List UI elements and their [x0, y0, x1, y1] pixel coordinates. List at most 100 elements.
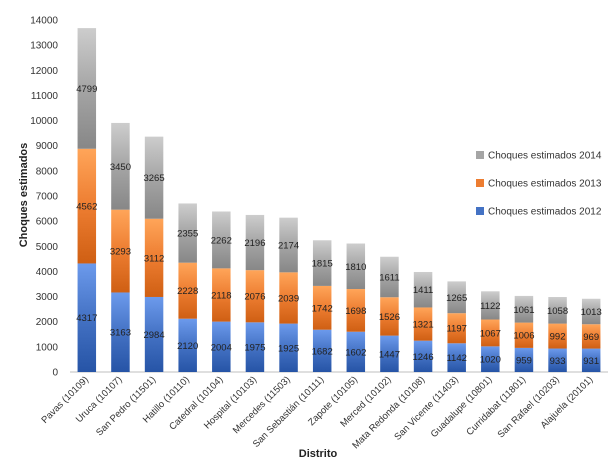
x-tick-label: Guadalupe (10801) [429, 374, 495, 440]
bar-segment [548, 348, 567, 372]
y-tick-label: 0 [52, 368, 58, 379]
bar-segment [514, 322, 534, 348]
bar-segment [447, 281, 466, 314]
y-axis-title: Choques estimados [18, 143, 30, 248]
data-label: 2174 [278, 241, 299, 252]
bar-segment [514, 295, 534, 323]
bar-segment [481, 346, 500, 372]
legend-label: Choques estimados 2013 [488, 179, 602, 190]
legend-swatch [476, 151, 484, 159]
data-label: 969 [583, 332, 599, 343]
legend-label: Choques estimados 2012 [488, 207, 602, 218]
data-label: 4317 [76, 313, 97, 324]
data-label: 3450 [110, 162, 131, 173]
data-label: 1682 [312, 346, 333, 357]
data-label: 2076 [244, 292, 265, 303]
data-label: 2039 [278, 293, 299, 304]
data-label: 1742 [312, 303, 333, 314]
y-tick-label: 14000 [30, 16, 58, 27]
bar-segment [312, 285, 332, 330]
y-tick-label: 5000 [36, 242, 59, 253]
data-label: 1602 [345, 347, 366, 358]
y-tick-label: 10000 [30, 116, 58, 127]
y-tick-label: 7000 [36, 192, 59, 203]
data-label: 959 [516, 355, 532, 366]
y-tick-label: 6000 [36, 217, 59, 228]
bar-segment [581, 298, 601, 325]
x-tick-label: San Pedro (11501) [94, 374, 158, 438]
bar-segment [245, 270, 265, 323]
y-tick-label: 3000 [36, 292, 59, 303]
y-tick-label: 1000 [36, 342, 59, 353]
data-label: 1975 [244, 343, 265, 354]
data-label: 1246 [412, 352, 433, 363]
bar-segment [346, 331, 366, 372]
data-label: 2118 [211, 290, 231, 301]
legend-swatch [476, 207, 484, 215]
data-label: 3265 [143, 173, 164, 184]
bar-segment [279, 217, 298, 273]
x-tick-label: Mercedes (11503) [231, 374, 293, 436]
data-label: 931 [583, 356, 599, 367]
bar-segment [548, 323, 567, 349]
data-label: 1447 [379, 349, 400, 360]
bar-segment [144, 218, 164, 297]
bar-segment [312, 240, 332, 286]
x-tick-label: San Rafael (10203) [496, 374, 562, 440]
x-axis-title: Distrito [299, 448, 338, 459]
legend-label: Choques estimados 2014 [488, 151, 602, 162]
bar-segment [380, 256, 399, 298]
y-tick-label: 2000 [36, 317, 59, 328]
bar-segment [481, 291, 500, 320]
data-label: 992 [550, 332, 566, 343]
bar-segment [447, 343, 466, 372]
data-label: 1020 [480, 355, 501, 366]
bar-segment [111, 122, 130, 210]
data-label: 4799 [76, 84, 97, 95]
bar-segment [413, 307, 433, 341]
bar-segment [245, 214, 265, 271]
bar-segment [111, 209, 130, 293]
data-label: 2120 [177, 341, 198, 352]
bar-segment [481, 319, 500, 347]
data-label: 4562 [76, 202, 97, 213]
y-tick-label: 13000 [30, 41, 58, 52]
data-label: 1006 [513, 331, 534, 342]
x-tick-label: San Vicente (11403) [392, 374, 460, 442]
data-label: 1142 [446, 353, 466, 364]
bar-segment [413, 271, 433, 308]
bar-segment [346, 289, 366, 332]
bar-segment [380, 297, 399, 336]
bar-segment [212, 321, 231, 372]
data-label: 1611 [379, 272, 399, 283]
data-label: 2228 [177, 286, 198, 297]
data-label: 3112 [144, 253, 164, 264]
data-label: 2262 [211, 235, 232, 246]
bar-segment [279, 272, 298, 324]
bar-segment [312, 329, 332, 372]
bar-segment [514, 347, 534, 372]
data-label: 2355 [177, 229, 198, 240]
data-label: 1058 [547, 306, 568, 317]
data-label: 1321 [412, 320, 433, 331]
bar-segment [413, 340, 433, 372]
legend-swatch [476, 179, 484, 187]
data-label: 1265 [446, 293, 467, 304]
data-label: 933 [550, 356, 566, 367]
data-label: 1698 [345, 306, 366, 317]
data-label: 1067 [480, 328, 501, 339]
bar-segment [111, 292, 130, 372]
bar-segment [212, 211, 231, 269]
bar-segment [77, 148, 97, 264]
data-label: 1925 [278, 343, 299, 354]
bar-segment [581, 324, 601, 349]
bar-segment [447, 313, 466, 344]
data-label: 1815 [312, 259, 333, 270]
bar-segment [346, 243, 366, 290]
bar-segment [77, 28, 97, 149]
y-tick-label: 8000 [36, 166, 59, 177]
y-tick-label: 11000 [31, 91, 59, 102]
bar-segment [178, 203, 197, 263]
